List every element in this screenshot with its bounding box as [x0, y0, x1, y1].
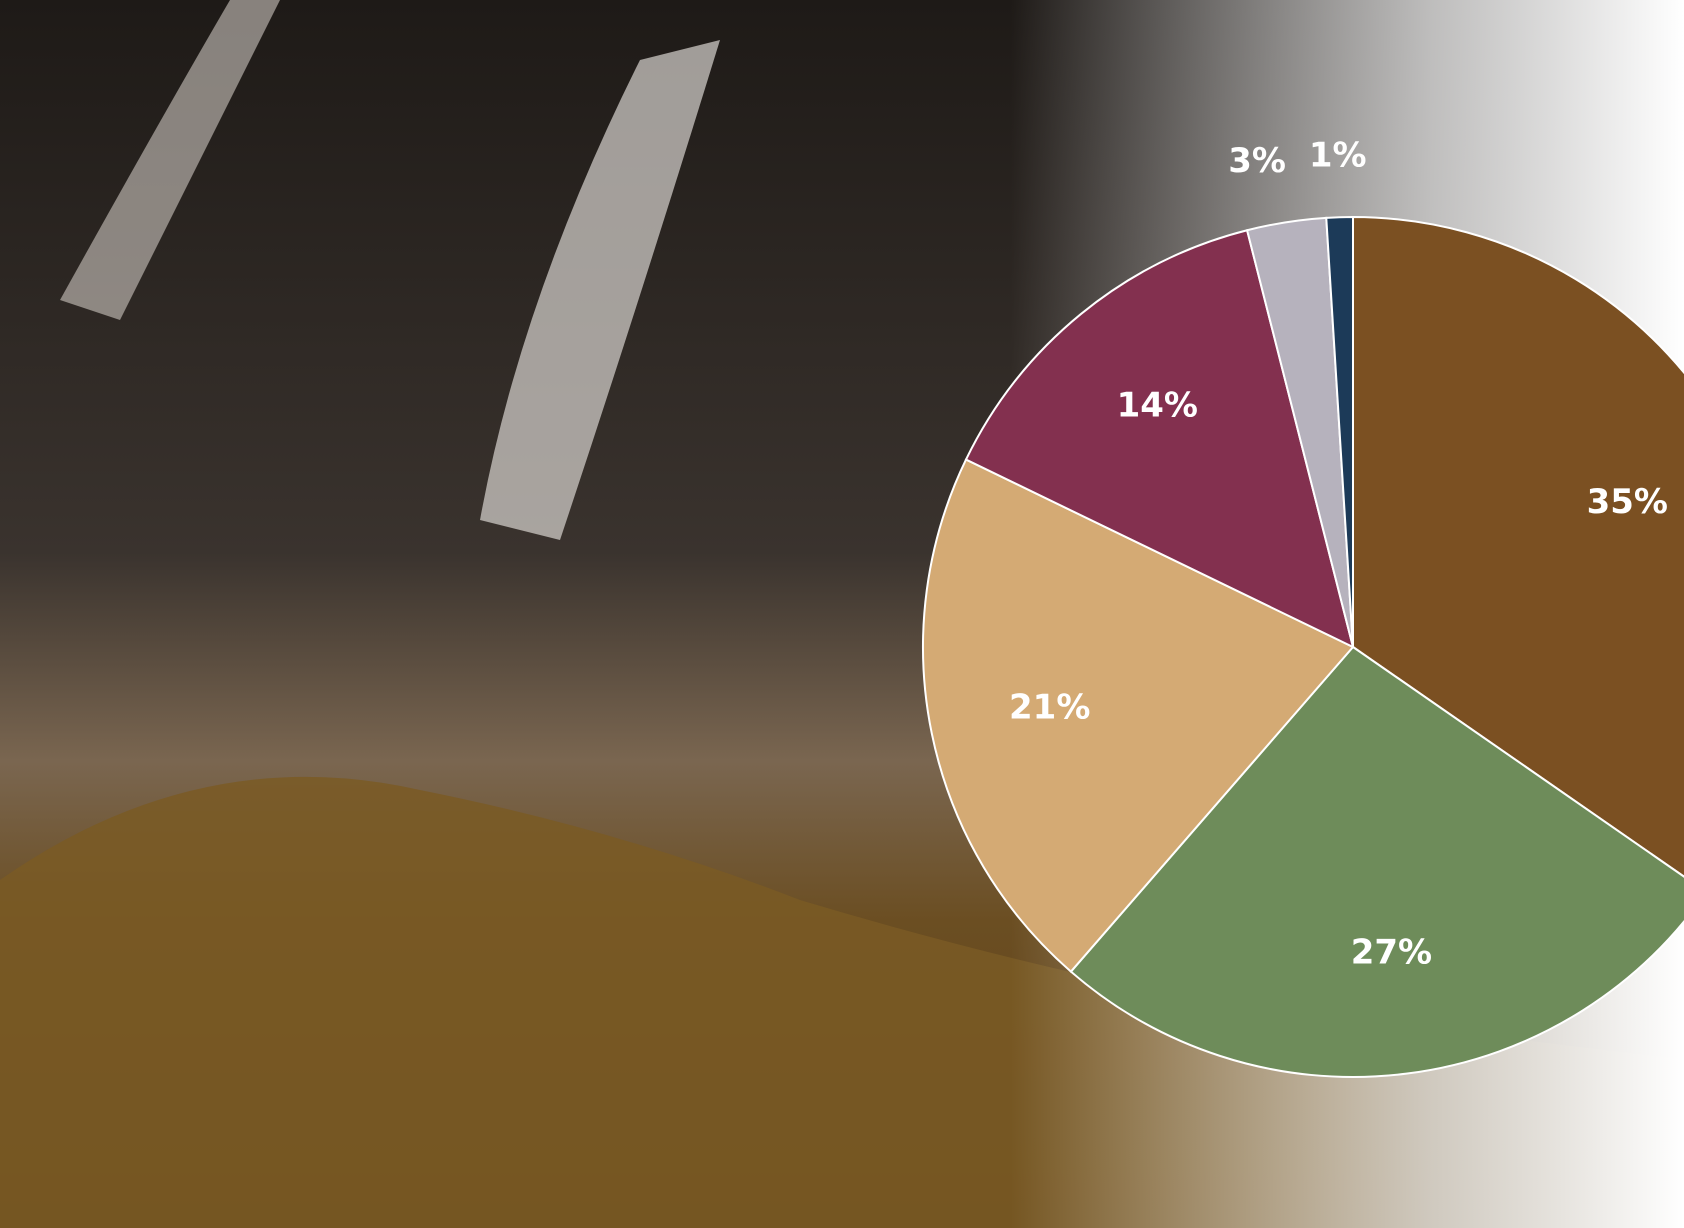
slice-label: 21% [1009, 688, 1090, 728]
page: 35%27%21%14%3%1% (() => { const data = J… [0, 0, 1684, 1228]
slice-label: 27% [1351, 933, 1432, 973]
slice-label: 1% [1309, 136, 1367, 176]
slice-label: 35% [1587, 482, 1668, 522]
slice-label: 14% [1117, 386, 1198, 426]
chart: 35% 27% 21% 14% 3% 1% [0, 0, 1684, 1228]
slice-label: 3% [1228, 141, 1286, 181]
